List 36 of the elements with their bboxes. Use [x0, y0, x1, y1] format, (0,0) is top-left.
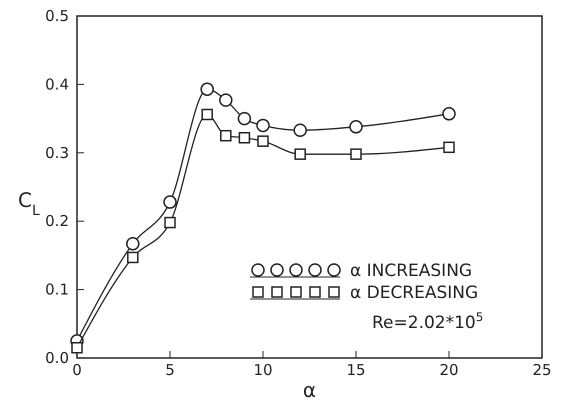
y-tick-label: 0.1 [45, 280, 69, 299]
x-tick-label: 0 [72, 361, 82, 379]
y-tick-label: 0.2 [45, 212, 69, 230]
y-tick-label: 0.3 [45, 144, 69, 162]
x-tick-label: 15 [346, 361, 366, 379]
point [256, 118, 270, 132]
point [164, 216, 176, 228]
y-tick-label: 0.0 [45, 349, 69, 367]
x-tick-label: 5 [165, 361, 175, 379]
point [127, 252, 139, 264]
point [220, 130, 232, 142]
point [349, 120, 363, 134]
point [200, 82, 214, 96]
annotation: Re=2.02*10$^{5}$ [372, 310, 484, 333]
point [294, 148, 306, 160]
x-tick-label: 25 [532, 361, 552, 379]
x-tick-label: 10 [253, 361, 273, 379]
y-tick-label: 0.4 [45, 75, 69, 94]
point [257, 135, 269, 147]
point [442, 107, 456, 121]
point [126, 237, 140, 251]
x-tick-label: 20 [439, 361, 459, 379]
point [443, 142, 455, 154]
y-axis-title: C$_{L}$ [18, 188, 40, 219]
x-axis-title: α [302, 378, 316, 401]
point [71, 342, 83, 354]
point [163, 195, 177, 209]
point [201, 108, 213, 120]
point [219, 93, 233, 107]
point [238, 112, 252, 126]
legend-label: α DECREASING [350, 283, 478, 303]
point [350, 148, 362, 160]
point [293, 123, 307, 137]
point [238, 132, 250, 144]
legend-label: α INCREASING [350, 261, 472, 281]
y-tick-label: 0.5 [45, 7, 69, 25]
